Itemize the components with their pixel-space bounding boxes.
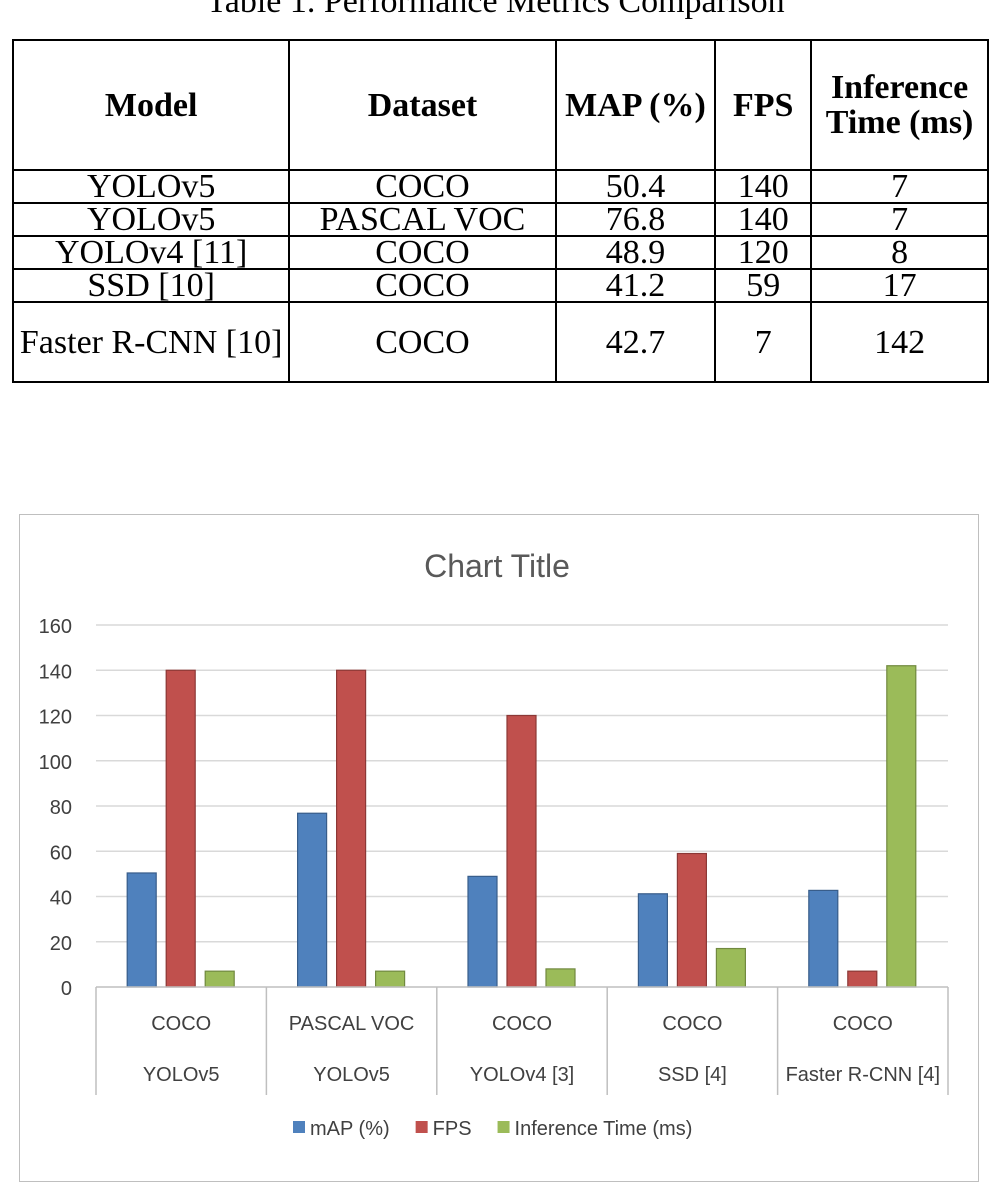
table-header-row: Model Dataset MAP (%) FPS Inference Time… [11, 39, 989, 171]
bar [506, 714, 537, 988]
bar [637, 893, 669, 988]
y-tick-label: 0 [61, 978, 72, 1000]
chart-title: Chart Title [424, 548, 570, 584]
cell-dataset: COCO [288, 235, 557, 270]
x-category-model-label: YOLOv5 [313, 1064, 390, 1086]
header-dataset: Dataset [288, 39, 557, 171]
legend-swatch [415, 1121, 428, 1133]
cell-model: SSD [10] [11, 268, 291, 303]
table-caption: Table 1. Performance Metrics Comparison [206, 0, 785, 20]
header-fps: FPS [714, 39, 813, 171]
x-category-model-label: Faster R-CNN [4] [786, 1064, 940, 1086]
x-category-dataset-label: COCO [151, 1013, 211, 1035]
bar [297, 812, 328, 988]
x-category-dataset-label: PASCAL VOC [289, 1013, 415, 1035]
cell-inference-time: 17 [810, 268, 989, 303]
bar [847, 970, 878, 988]
header-model: Model [11, 39, 291, 171]
bar [126, 872, 157, 988]
bar [886, 665, 917, 988]
cell-model: YOLOv4 [11] [11, 235, 291, 270]
header-map: MAP (%) [554, 39, 717, 171]
legend-label: Inference Time (ms) [515, 1118, 693, 1140]
x-category-dataset-label: COCO [833, 1013, 893, 1035]
cell-map: 41.2 [554, 268, 717, 303]
bar [545, 968, 576, 988]
metrics-table: Model Dataset MAP (%) FPS Inference Time… [11, 39, 989, 383]
cell-model: Faster R-CNN [10] [11, 301, 291, 383]
x-category-dataset-label: COCO [492, 1013, 552, 1035]
cell-model: YOLOv5 [11, 202, 291, 237]
bar [715, 947, 747, 988]
chart-frame: Chart Title 0 20 40 60 80 100 120 140 160 COCO YO… [19, 514, 979, 1182]
cell-inference-time: 142 [810, 301, 989, 383]
y-tick-label: 40 [50, 888, 72, 910]
bar-chart: Chart Title 0 20 40 60 80 100 120 140 160 COCO YO… [39, 548, 949, 1140]
bar [204, 970, 235, 988]
cell-model: YOLOv5 [11, 169, 291, 204]
table-row: SSD [10] COCO 41.2 59 17 [11, 268, 989, 303]
x-category-model-label: YOLOv5 [143, 1064, 220, 1086]
legend-label: FPS [433, 1118, 472, 1140]
cell-map: 76.8 [554, 202, 717, 237]
x-category-model-label: SSD [4] [658, 1064, 727, 1086]
y-tick-label: 60 [50, 842, 72, 864]
cell-fps: 140 [714, 202, 813, 237]
bar [676, 852, 708, 988]
cell-map: 42.7 [554, 301, 717, 383]
cell-fps: 7 [714, 301, 813, 383]
cell-map: 48.9 [554, 235, 717, 270]
table-row: YOLOv4 [11] COCO 48.9 120 8 [11, 235, 989, 270]
cell-fps: 140 [714, 169, 813, 204]
cell-inference-time: 8 [810, 235, 989, 270]
table-row: Faster R-CNN [10] COCO 42.7 7 142 [11, 301, 989, 383]
bar [375, 970, 406, 988]
table-row: YOLOv5 COCO 50.4 140 7 [11, 169, 989, 204]
cell-inference-time: 7 [810, 202, 989, 237]
cell-fps: 120 [714, 235, 813, 270]
y-tick-label: 100 [39, 752, 72, 774]
y-tick-label: 120 [39, 707, 72, 729]
bar [165, 669, 196, 988]
legend-swatch [497, 1121, 510, 1133]
cell-dataset: PASCAL VOC [288, 202, 557, 237]
y-tick-label: 80 [50, 797, 72, 819]
bar [336, 669, 367, 988]
x-category-model-label: YOLOv4 [3] [470, 1064, 575, 1086]
cell-fps: 59 [714, 268, 813, 303]
bar [808, 889, 839, 988]
table-row: YOLOv5 PASCAL VOC 76.8 140 7 [11, 202, 989, 237]
legend-label: mAP (%) [310, 1118, 390, 1140]
cell-map: 50.4 [554, 169, 717, 204]
legend-swatch [293, 1121, 305, 1133]
cell-dataset: COCO [288, 268, 557, 303]
cell-dataset: COCO [288, 301, 557, 383]
y-tick-label: 160 [39, 616, 72, 638]
y-tick-label: 20 [50, 933, 72, 955]
cell-dataset: COCO [288, 169, 557, 204]
y-tick-label: 140 [39, 661, 72, 683]
bar [467, 875, 498, 988]
cell-inference-time: 7 [810, 169, 989, 204]
header-inference-time: Inference Time (ms) [810, 39, 989, 171]
x-category-dataset-label: COCO [662, 1013, 722, 1035]
